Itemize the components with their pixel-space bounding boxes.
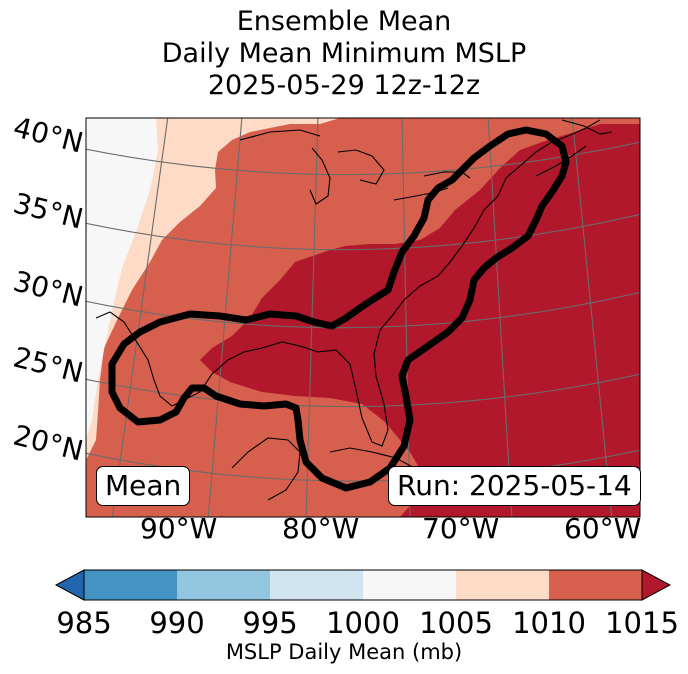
colorbar-tick-1010: 1010 bbox=[512, 606, 586, 640]
lon-label-70w: 70°W bbox=[422, 512, 500, 545]
contour-outline bbox=[108, 126, 570, 492]
colorbar-frame bbox=[83, 569, 643, 601]
colorbar-bin-995-1000 bbox=[270, 570, 363, 600]
colorbar-extend-over bbox=[641, 569, 672, 601]
chart-title-line1: Ensemble Mean bbox=[236, 6, 452, 37]
colorbar-tick-990: 990 bbox=[149, 606, 205, 640]
colorbar-bin-1010-1015 bbox=[549, 570, 642, 600]
region-1000-1005 bbox=[86, 118, 158, 440]
lon-label-90w: 90°W bbox=[140, 512, 218, 545]
region-1005-1010 bbox=[86, 118, 340, 460]
map-frame bbox=[85, 117, 641, 518]
colorbar-bin-985-990 bbox=[84, 570, 177, 600]
colorbar-bin-1000-1005 bbox=[363, 570, 456, 600]
colorbar-tick-995: 995 bbox=[242, 606, 298, 640]
region-1010-1015 bbox=[86, 118, 640, 517]
chart-title-line2: Daily Mean Minimum MSLP bbox=[161, 38, 527, 69]
coastlines bbox=[95, 119, 613, 501]
run-label-box: Run: 2025-05-14 bbox=[388, 466, 641, 506]
colorbar-bin-1005-1010 bbox=[456, 570, 549, 600]
colorbar-tick-1000: 1000 bbox=[326, 606, 400, 640]
colorbar-label: MSLP Daily Mean (mb) bbox=[225, 640, 463, 664]
colorbar-tick-1005: 1005 bbox=[419, 606, 493, 640]
colorbar-bin-990-995 bbox=[177, 570, 270, 600]
chart-title-line3: 2025-05-29 12z-12z bbox=[207, 70, 481, 101]
lon-label-80w: 80°W bbox=[282, 512, 360, 545]
colorbar-tick-985: 985 bbox=[56, 606, 112, 640]
lon-label-60w: 60°W bbox=[564, 512, 642, 545]
mean-label-box: Mean bbox=[96, 466, 191, 506]
colorbar-tick-1015: 1015 bbox=[605, 606, 679, 640]
colorbar-extend-under bbox=[54, 569, 85, 601]
